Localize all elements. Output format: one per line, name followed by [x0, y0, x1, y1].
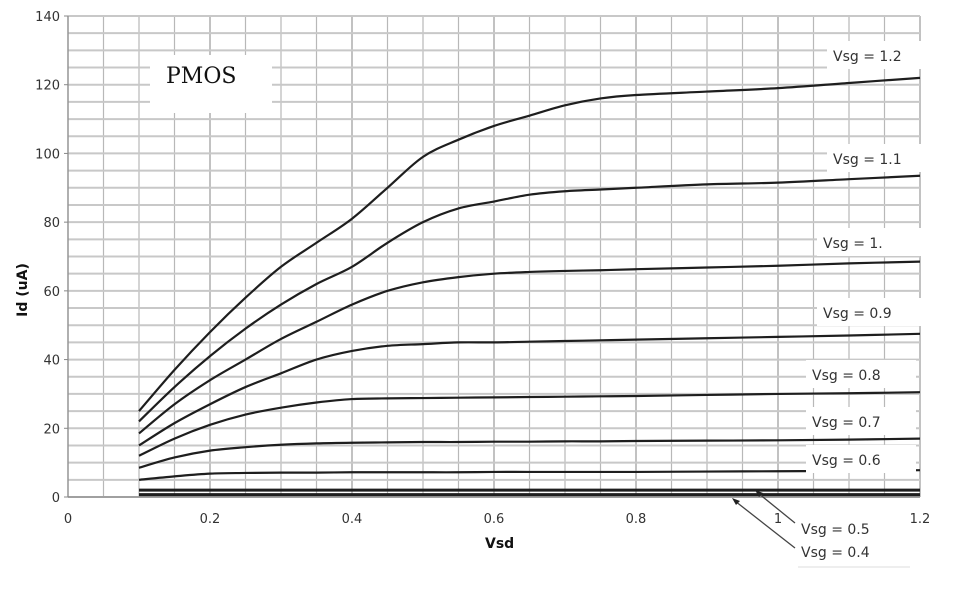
y-tick-label: 140	[35, 10, 60, 25]
y-tick-label: 20	[43, 422, 60, 437]
series-line	[138, 469, 921, 481]
arrowhead-icon	[755, 490, 763, 497]
pmos-annotation: PMOS	[150, 55, 272, 113]
series-line	[138, 391, 921, 457]
series-label: Vsg = 1.2	[833, 49, 902, 65]
series-label: Vsg = 0.5	[801, 522, 870, 538]
series-label: Vsg = 0.9	[823, 306, 892, 322]
series-line	[138, 76, 921, 412]
series-lines	[138, 76, 921, 497]
label-arrows	[732, 490, 910, 568]
series-line	[138, 260, 921, 435]
series-labels: Vsg = 1.2 Vsg = 1.1 Vsg = 1. Vsg = 0.9 Vsg =…	[801, 41, 937, 561]
series-line	[138, 332, 921, 447]
arrow-vsg-0.4	[734, 500, 796, 549]
x-tick-label: 0.6	[484, 512, 505, 527]
x-tick-label: 1.2	[910, 512, 931, 527]
arrow-vsg-0.5	[757, 492, 796, 524]
x-axis-title: Vsd	[485, 536, 514, 552]
y-tick-label: 0	[52, 491, 60, 506]
y-tick-label: 40	[43, 354, 60, 369]
x-tick-label: 0.4	[342, 512, 363, 527]
series-line	[138, 174, 921, 423]
series-label: Vsg = 1.1	[833, 152, 902, 168]
y-tick-label: 80	[43, 216, 60, 231]
arrowhead-icon	[732, 498, 740, 505]
y-tick-label: 100	[35, 147, 60, 162]
pmos-label: PMOS	[166, 64, 236, 89]
series-line	[138, 437, 921, 469]
y-tick-label: 60	[43, 285, 60, 300]
series-label: Vsg = 0.6	[812, 453, 881, 469]
x-tick-label: 0	[64, 512, 72, 527]
x-tick-label: 0.8	[626, 512, 647, 527]
y-axis-title: Id (uA)	[15, 263, 31, 317]
series-label: Vsg = 0.7	[812, 415, 881, 431]
axes: 0 20 40 60 80 100 120 140 0 0.2 0.4 0.6 0.8 1 1.2	[35, 10, 930, 527]
series-label: Vsg = 1.	[823, 236, 883, 252]
x-tick-label: 1	[774, 512, 782, 527]
series-label: Vsg = 0.8	[812, 368, 881, 384]
x-tick-label: 0.2	[200, 512, 221, 527]
y-tick-label: 120	[35, 79, 60, 94]
series-label: Vsg = 0.4	[801, 545, 870, 561]
